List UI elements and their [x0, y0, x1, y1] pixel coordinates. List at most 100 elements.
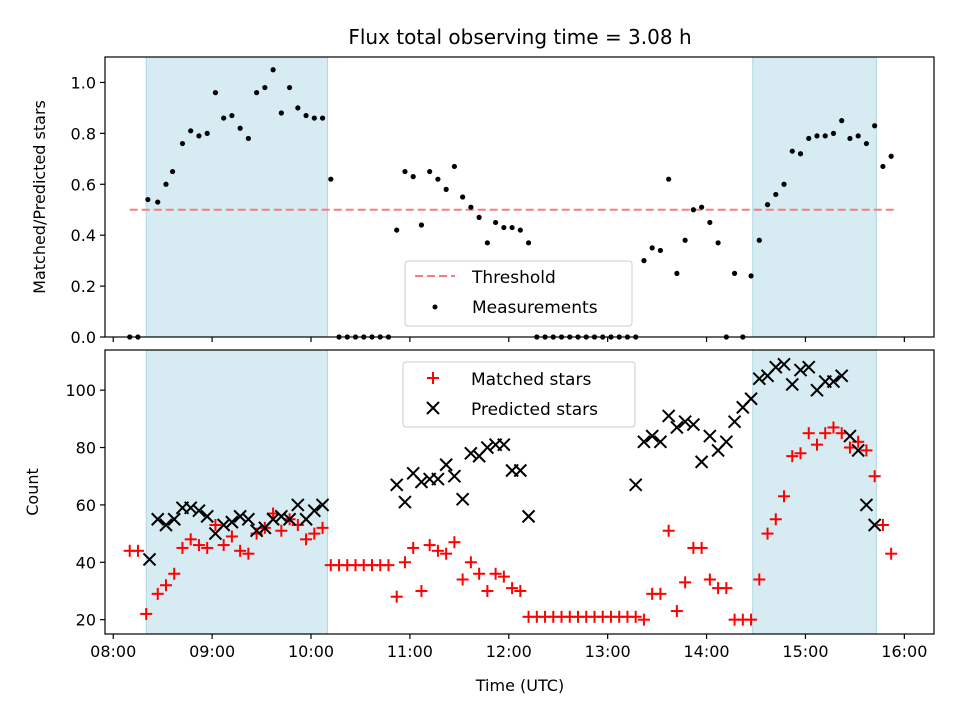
predicted-star-point [513, 463, 528, 478]
predicted-star-point [225, 515, 239, 529]
matched-star-point [184, 533, 197, 546]
measurement-point [221, 115, 227, 121]
predicted-star-point [414, 475, 429, 489]
y-tick-label: 80 [76, 439, 96, 458]
matched-star-point [201, 541, 214, 554]
matched-star-point [431, 544, 444, 557]
chart-title: Flux total observing time = 3.08 h [348, 25, 691, 49]
top-panel-y-ticks: 0.0 0.2 0.4 0.6 0.8 1.0 [71, 73, 105, 347]
predicted-star-point [802, 360, 816, 374]
measurement-point [731, 270, 738, 276]
measurement-point [245, 135, 251, 142]
matched-star-point [159, 579, 172, 592]
measurement-point [781, 181, 787, 187]
measurement-point [303, 112, 309, 119]
measurement-point [814, 133, 820, 139]
measurement-point [237, 125, 243, 131]
measurement-point [501, 224, 507, 231]
measurement-point [484, 240, 490, 246]
matched-star-point [234, 544, 247, 557]
measurement-point [517, 227, 523, 233]
matched-star-point [670, 605, 683, 618]
matched-star-point [316, 521, 329, 534]
top-panel-y-axis-label: Matched/Predicted stars [30, 100, 49, 294]
matched-star-point [217, 539, 230, 552]
predicted-star-point [521, 509, 536, 524]
measurement-point [525, 240, 532, 246]
legend-predicted-label: Predicted stars [471, 400, 598, 420]
predicted-star-point [769, 360, 783, 374]
measurement-point [707, 219, 713, 226]
matched-star-point [802, 427, 815, 440]
measurement-point [278, 110, 284, 116]
matched-star-point [489, 567, 502, 580]
matched-star-point [769, 513, 782, 526]
measurement-point [427, 168, 433, 175]
matched-star-point [794, 447, 807, 460]
matched-star-point [456, 573, 469, 586]
measurement-point [839, 118, 845, 124]
legend-measurements-swatch [432, 304, 438, 310]
shaded-interval [145, 56, 328, 338]
predicted-star-point [645, 429, 659, 443]
matched-star-point [629, 610, 642, 623]
measurement-point [179, 140, 186, 147]
predicted-star-point [241, 512, 256, 526]
measurement-point [468, 204, 474, 210]
predicted-star-point [653, 435, 668, 449]
x-tick-label: 09:00 [189, 642, 235, 661]
matched-star-point [440, 547, 453, 560]
bottom-panel-x-ticks: 08:00 09:00 10:00 11:00 12:00 13:00 14:00 15:00… [90, 634, 927, 661]
predicted-star-point [785, 377, 799, 392]
predicted-star-point [752, 371, 767, 386]
y-tick-label: 0.0 [71, 328, 96, 347]
measurement-point [666, 176, 672, 182]
matched-star-point [745, 613, 758, 626]
predicted-star-point [216, 518, 231, 532]
matched-star-point [275, 524, 288, 537]
predicted-star-point [183, 501, 198, 515]
matched-star-point [753, 573, 766, 586]
matched-star-point [390, 590, 403, 603]
measurement-point [822, 133, 828, 139]
predicted-star-point [686, 417, 701, 432]
x-tick-label: 13:00 [585, 642, 631, 661]
matched-star-point [481, 584, 494, 597]
measurement-point [435, 176, 441, 182]
y-tick-label: 20 [76, 611, 96, 630]
bottom-panel: 20 40 60 80 100 08:00 09:00 10:00 11:00 12:00 13:… [23, 349, 935, 695]
measurement-point [155, 199, 161, 205]
matched-star-point [860, 444, 873, 457]
matched-star-point [300, 533, 313, 546]
bottom-panel-frame [104, 349, 935, 635]
matched-star-point [514, 584, 527, 597]
measurement-point [764, 202, 771, 208]
predicted-star-point [777, 357, 791, 372]
predicted-star-point [727, 415, 742, 429]
y-tick-label: 60 [76, 496, 96, 515]
predicted-star-point [315, 498, 330, 512]
measurement-point [674, 270, 680, 276]
measurement-point [830, 130, 837, 136]
measurement-point [460, 194, 466, 200]
measurement-point [863, 140, 870, 147]
legend-measurements-label: Measurements [472, 298, 598, 318]
matched-star-point [291, 518, 304, 531]
matched-star-point [679, 576, 692, 589]
measurement-point [188, 128, 194, 134]
bottom-panel-legend: Matched stars Predicted stars [402, 361, 636, 428]
matched-star-point [703, 573, 716, 586]
x-tick-label: 08:00 [90, 642, 136, 661]
measurement-point [169, 168, 176, 175]
y-tick-label: 0.4 [71, 226, 96, 245]
matched-star-point [225, 530, 238, 543]
shaded-interval [145, 349, 328, 635]
measurement-point [880, 163, 886, 170]
matched-star-point [151, 587, 164, 600]
predicted-star-point [455, 492, 470, 506]
matched-star-point [852, 435, 865, 448]
matched-star-point [176, 541, 189, 554]
measurement-point [806, 135, 812, 142]
measurement-point [311, 115, 317, 121]
